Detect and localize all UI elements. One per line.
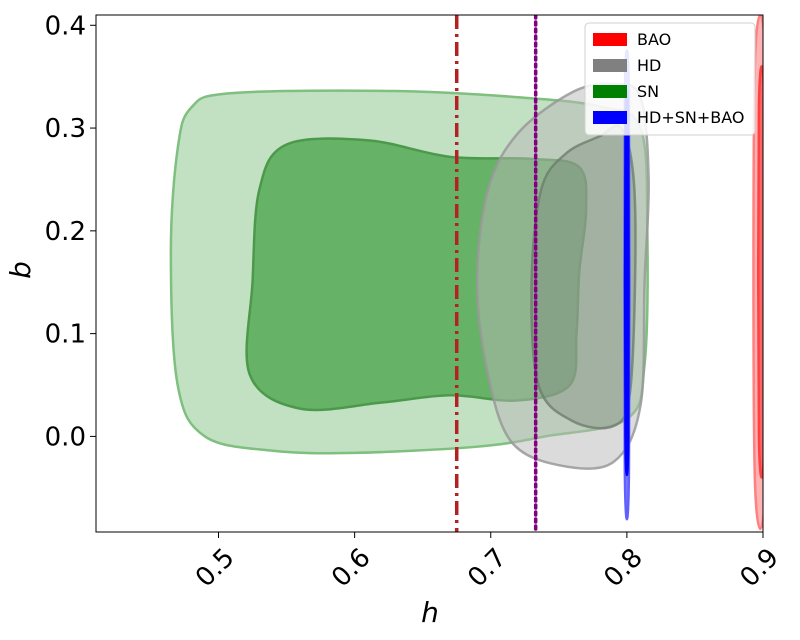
legend-swatch-hd [593, 59, 627, 72]
bao-contour-inner [756, 65, 763, 479]
legend-swatch-hd-sn-bao [593, 111, 627, 124]
hd-contour-inner [530, 124, 637, 430]
y-tick-label: 0.0 [45, 422, 86, 452]
x-axis-label: h [421, 596, 439, 629]
y-tick-label: 0.1 [45, 320, 86, 350]
hd-sn-bao-contour-inner [623, 88, 630, 476]
x-tick-label: 0.8 [598, 543, 648, 593]
y-tick-label: 0.3 [45, 114, 86, 144]
legend-label-bao: BAO [637, 30, 671, 49]
y-tick-label: 0.2 [45, 217, 86, 247]
legend-swatch-sn [593, 85, 627, 98]
legend-label-hd: HD [637, 56, 661, 75]
plot-frame [95, 14, 764, 533]
x-tick-label: 0.5 [190, 543, 240, 593]
x-tick-label: 0.9 [735, 543, 785, 593]
x-tick-label: 0.6 [326, 543, 376, 593]
legend-swatch-bao [593, 33, 627, 46]
x-axis: 0.5 0.6 0.7 0.8 0.9 [190, 532, 785, 593]
legend-box [584, 22, 756, 136]
y-axis: 0.0 0.1 0.2 0.3 0.4 [45, 11, 96, 452]
contour-layer [169, 15, 763, 530]
legend-label-hd-sn-bao: HD+SN+BAO [637, 108, 745, 127]
reference-lines [454, 15, 538, 532]
x-tick-label: 0.7 [462, 543, 512, 593]
legend-label-sn: SN [637, 82, 659, 101]
y-tick-label: 0.4 [45, 11, 86, 41]
y-axis-label: b [4, 261, 37, 279]
legend: BAO HD SN HD+SN+BAO [584, 22, 756, 136]
